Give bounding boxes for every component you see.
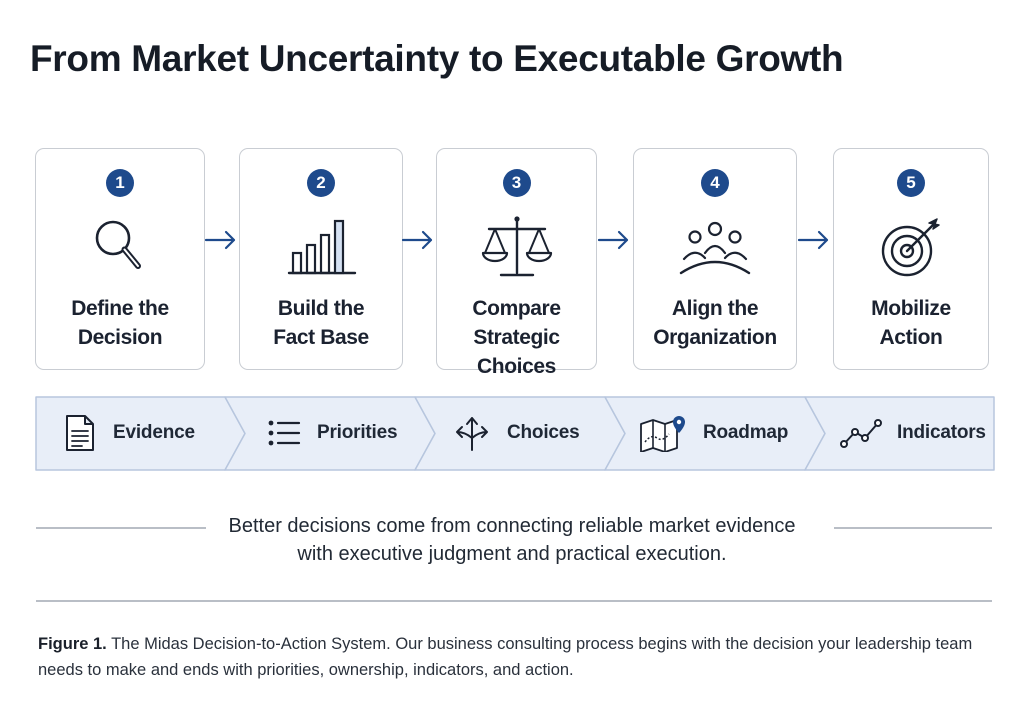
- split-arrows-icon: [456, 417, 488, 451]
- output-label: Priorities: [317, 422, 398, 443]
- tagline-line: with executive judgment and practical ex…: [297, 543, 727, 565]
- arrow-right-icon: [204, 230, 236, 250]
- arrow-right-icon: [401, 230, 433, 250]
- step-label-line: Define the: [71, 297, 169, 320]
- step-label-line: Build the: [277, 297, 365, 320]
- document-icon: [66, 415, 94, 451]
- step-label-line: Organization: [653, 326, 777, 349]
- step-label-line: Action: [879, 326, 943, 349]
- people-group-icon: [679, 221, 751, 275]
- divider-line: [36, 527, 206, 529]
- arrow-right-icon: [797, 230, 829, 250]
- step-card-align-organization: 4 Align the Organization: [633, 148, 797, 370]
- magnifier-icon: [95, 220, 141, 269]
- caption-text: The Midas Decision-to-Action System. Our…: [38, 635, 973, 679]
- step-card-define-decision: 1 Define the Decision: [35, 148, 205, 370]
- step-label: Mobilize Action: [838, 294, 984, 352]
- step-card-build-fact-base: 2 Build the Fact Base: [239, 148, 403, 370]
- trend-line-icon: [840, 419, 882, 448]
- step-label-line: Mobilize: [871, 297, 951, 320]
- step-label-line: Compare: [472, 297, 561, 320]
- figure-caption: Figure 1. The Midas Decision-to-Action S…: [38, 631, 988, 683]
- step-label: Define the Decision: [40, 294, 200, 352]
- outputs-band: Evidence Priorities Choices Roadmap: [35, 396, 995, 471]
- balance-scale-icon: [481, 216, 552, 277]
- divider-line: [36, 600, 992, 602]
- list-icon: [268, 420, 301, 446]
- step-number-badge: 1: [106, 169, 134, 197]
- step-label: Compare Strategic Choices: [441, 294, 592, 381]
- step-label: Build the Fact Base: [244, 294, 398, 352]
- step-number-badge: 2: [307, 169, 335, 197]
- output-label: Evidence: [113, 422, 195, 443]
- tagline-line: Better decisions come from connecting re…: [228, 515, 796, 537]
- step-number-badge: 4: [701, 169, 729, 197]
- bar-chart-icon: [287, 219, 357, 275]
- divider-line: [834, 527, 992, 529]
- step-label-line: Strategic Choices: [473, 326, 560, 378]
- step-card-compare-choices: 3 Compare Strategic Choices: [436, 148, 597, 378]
- outputs-band-background: [35, 396, 995, 471]
- diagram-title: From Market Uncertainty to Executable Gr…: [30, 38, 844, 79]
- step-label-line: Align the: [671, 297, 759, 320]
- arrow-right-icon: [597, 230, 629, 250]
- step-card-mobilize-action: 5 Mobilize Action: [833, 148, 989, 370]
- output-label: Indicators: [897, 422, 986, 443]
- output-label: Roadmap: [703, 422, 789, 443]
- tagline: Better decisions come from connecting re…: [212, 512, 812, 568]
- step-label-line: Decision: [77, 326, 163, 349]
- step-number-badge: 5: [897, 169, 925, 197]
- step-label: Align the Organization: [638, 294, 792, 352]
- step-label-line: Fact Base: [273, 326, 369, 349]
- output-label: Choices: [507, 422, 580, 443]
- map-pin-icon: [640, 416, 685, 452]
- caption-label: Figure 1.: [38, 635, 107, 653]
- target-icon: [881, 218, 940, 277]
- step-number-badge: 3: [502, 169, 531, 197]
